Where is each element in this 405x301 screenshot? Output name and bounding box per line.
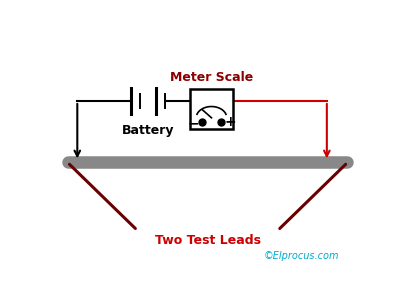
Text: Meter Scale: Meter Scale (170, 71, 253, 84)
Text: Two Test Leads: Two Test Leads (155, 234, 260, 247)
Text: +: + (224, 115, 236, 129)
Text: Battery: Battery (122, 124, 174, 137)
Bar (190, 89, 232, 129)
Text: ©Elprocus.com: ©Elprocus.com (264, 251, 339, 261)
Text: −: − (188, 116, 200, 130)
